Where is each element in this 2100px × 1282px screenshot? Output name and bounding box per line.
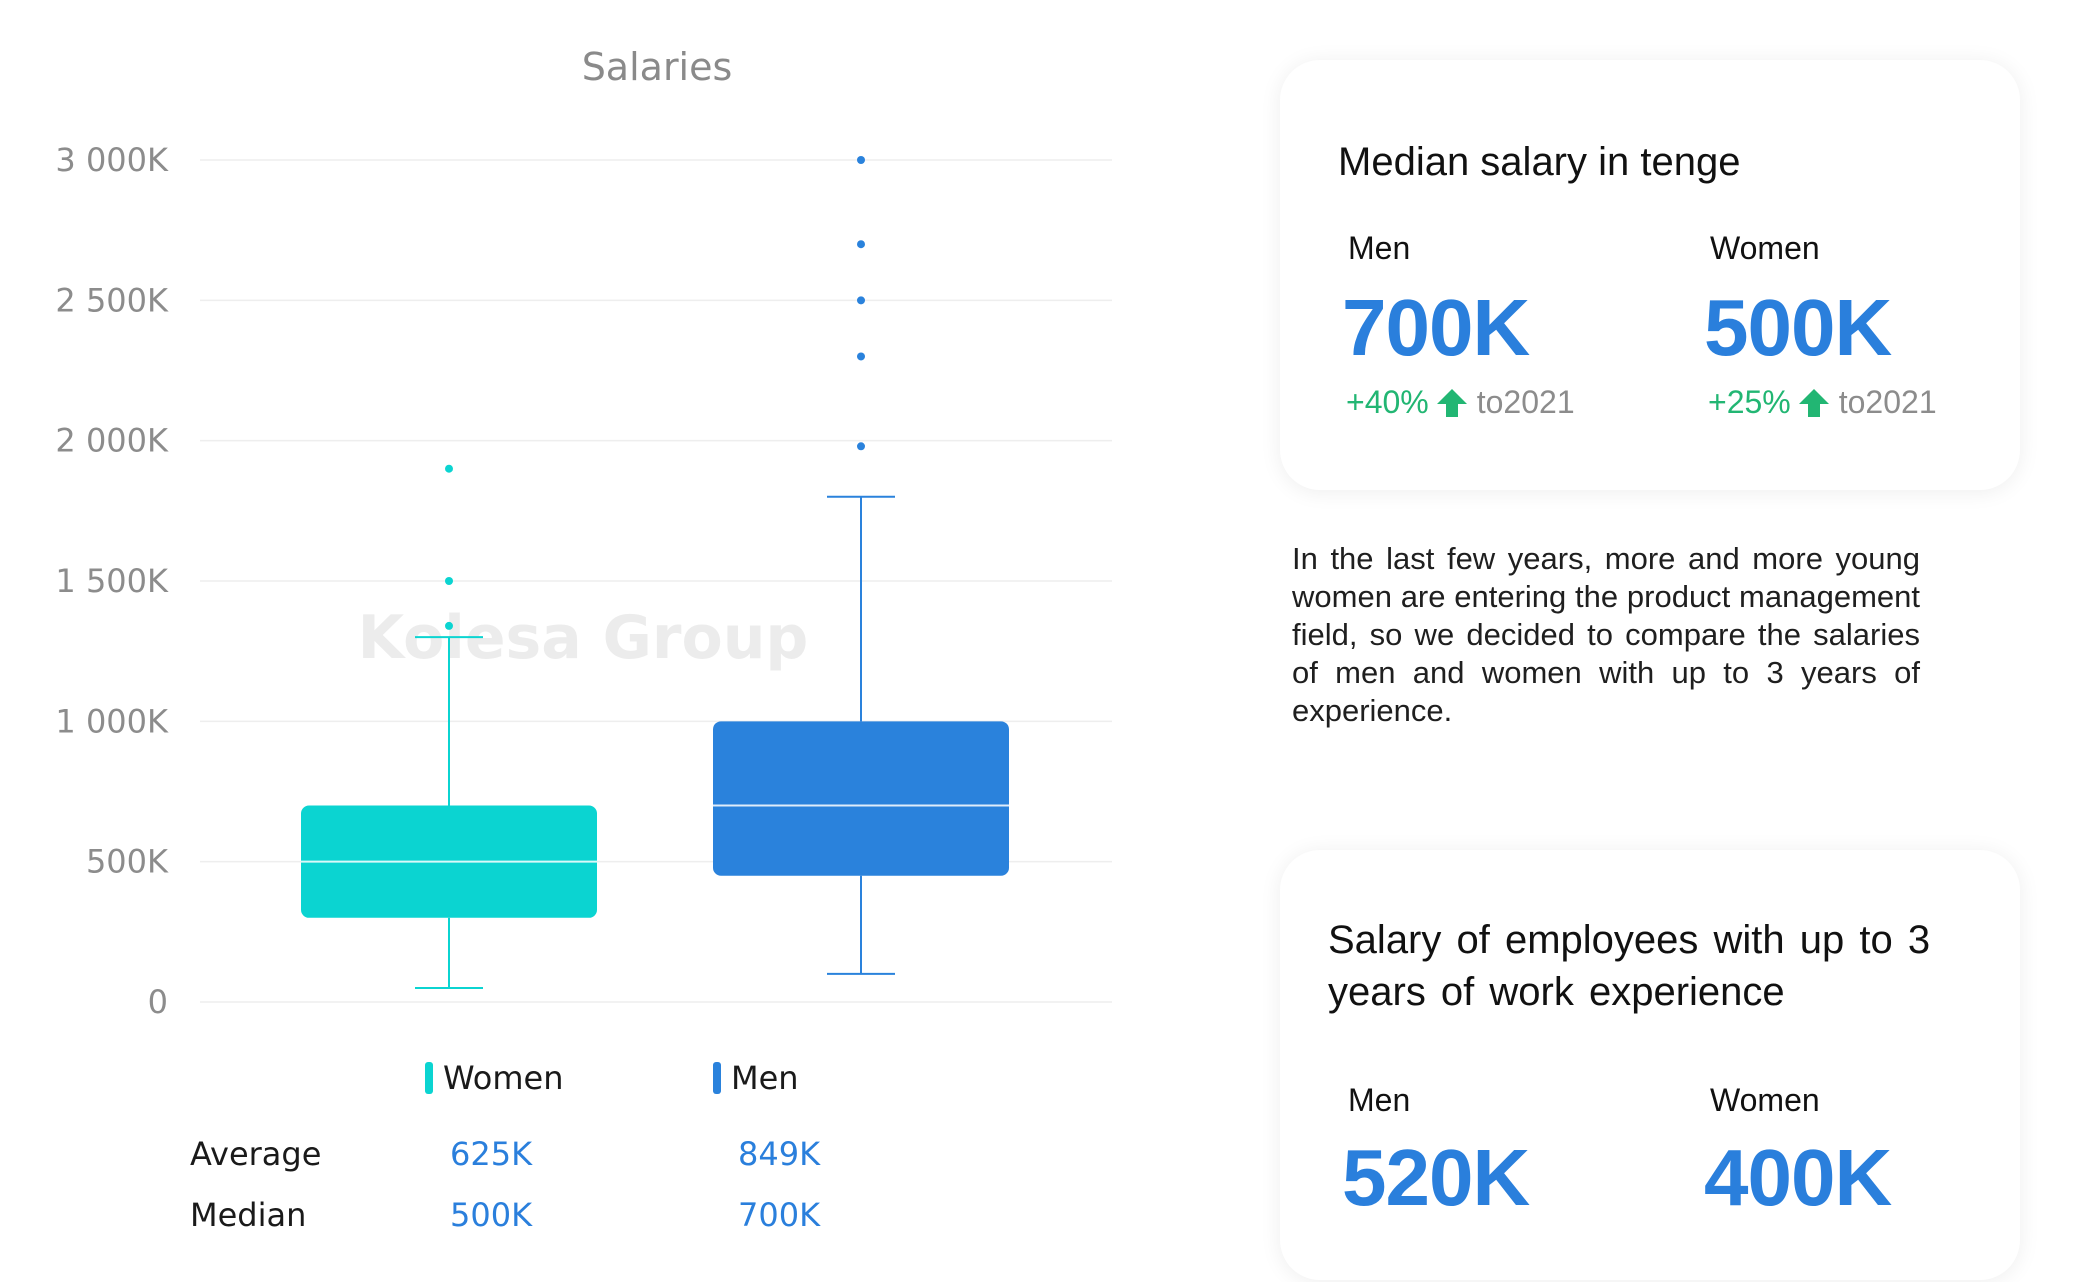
y-axis-ticks: 0 500K 1 000K 1 500K 2 000K 2 500K 3 000K: [55, 141, 169, 1021]
y-tick-label: 2 000K: [55, 422, 169, 460]
outlier-point-women: [445, 464, 453, 473]
women-change-percent: +25%: [1708, 384, 1791, 420]
men-compare-year: to2021: [1476, 384, 1575, 420]
y-tick-label: 3 000K: [55, 141, 169, 179]
iqr-box-men: [713, 721, 1009, 876]
box-men: [713, 156, 1009, 975]
description-text: In the last few years, more and more you…: [1292, 541, 1920, 728]
legend-swatch-men: [713, 1062, 721, 1094]
junior-women-value: 400K: [1704, 1133, 1892, 1222]
boxplot-chart: Salaries 0 500K 1 000K 1 500K 2 000K 2 500K 3 …: [55, 45, 1112, 1021]
legend-women: Women: [425, 1056, 563, 1100]
median-men-change: +40% to2021: [1346, 384, 1575, 421]
y-tick-label: 1 500K: [55, 562, 169, 600]
y-tick-label: 0: [148, 983, 168, 1021]
median-men-value: 700K: [1342, 283, 1530, 372]
arrow-up-icon: [1798, 388, 1829, 417]
median-salary-card: Median salary in tenge Men Women 700K 50…: [1280, 60, 2020, 490]
median-women-change: +25% to2021: [1708, 384, 1937, 421]
outlier-point-men: [857, 442, 865, 451]
boxes: [301, 156, 1009, 989]
legend-label-women: Women: [443, 1059, 564, 1097]
arrow-up-icon: [1436, 388, 1467, 417]
median-women-value: 500K: [1704, 283, 1892, 372]
outlier-point-women: [445, 621, 453, 630]
junior-salary-card: Salary of employees with up to 3 years o…: [1280, 850, 2020, 1280]
women-compare-year: to2021: [1838, 384, 1937, 420]
y-tick-label: 2 500K: [55, 281, 169, 319]
outlier-point-men: [857, 352, 865, 361]
median-card-title: Median salary in tenge: [1338, 140, 1741, 184]
legend-men: Men: [713, 1056, 799, 1100]
stats-average-women: 625K: [450, 1135, 533, 1173]
legend-swatch-women: [425, 1062, 433, 1094]
median-men-label: Men: [1348, 230, 1411, 266]
y-tick-label: 500K: [86, 843, 169, 881]
median-women-label: Women: [1710, 230, 1820, 266]
outlier-point-men: [857, 240, 865, 249]
stats-label-median: Median: [190, 1196, 307, 1234]
stats-median-women: 500K: [450, 1196, 533, 1234]
outlier-point-women: [445, 577, 453, 585]
outlier-point-men: [857, 296, 865, 305]
men-change-percent: +40%: [1346, 384, 1429, 420]
junior-men-label: Men: [1348, 1082, 1411, 1118]
junior-men-value: 520K: [1342, 1133, 1530, 1222]
junior-women-label: Women: [1710, 1082, 1820, 1118]
outlier-point-men: [857, 156, 865, 164]
chart-title: Salaries: [582, 45, 733, 89]
stats-label-average: Average: [190, 1135, 322, 1173]
y-tick-label: 1 000K: [55, 702, 169, 740]
junior-card-title: Salary of employees with up to 3 years o…: [1328, 918, 1931, 1014]
legend-label-men: Men: [731, 1059, 799, 1097]
stats-average-men: 849K: [738, 1135, 821, 1173]
box-women: [301, 464, 597, 989]
stats-median-men: 700K: [738, 1196, 821, 1234]
